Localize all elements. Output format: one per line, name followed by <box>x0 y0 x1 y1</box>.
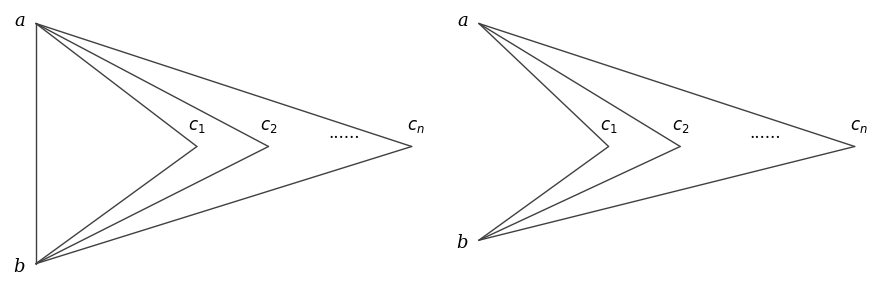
Text: $c_n$: $c_n$ <box>849 118 867 135</box>
Text: ......: ...... <box>328 125 360 142</box>
Text: b: b <box>456 234 468 252</box>
Text: $c_2$: $c_2$ <box>259 118 277 135</box>
Text: b: b <box>13 258 25 276</box>
Text: $c_2$: $c_2$ <box>670 118 688 135</box>
Text: $c_1$: $c_1$ <box>599 118 617 135</box>
Text: a: a <box>457 11 468 30</box>
Text: ......: ...... <box>748 125 780 142</box>
Text: $c_1$: $c_1$ <box>188 118 206 135</box>
Text: $c_n$: $c_n$ <box>407 118 425 135</box>
Text: a: a <box>14 11 25 30</box>
